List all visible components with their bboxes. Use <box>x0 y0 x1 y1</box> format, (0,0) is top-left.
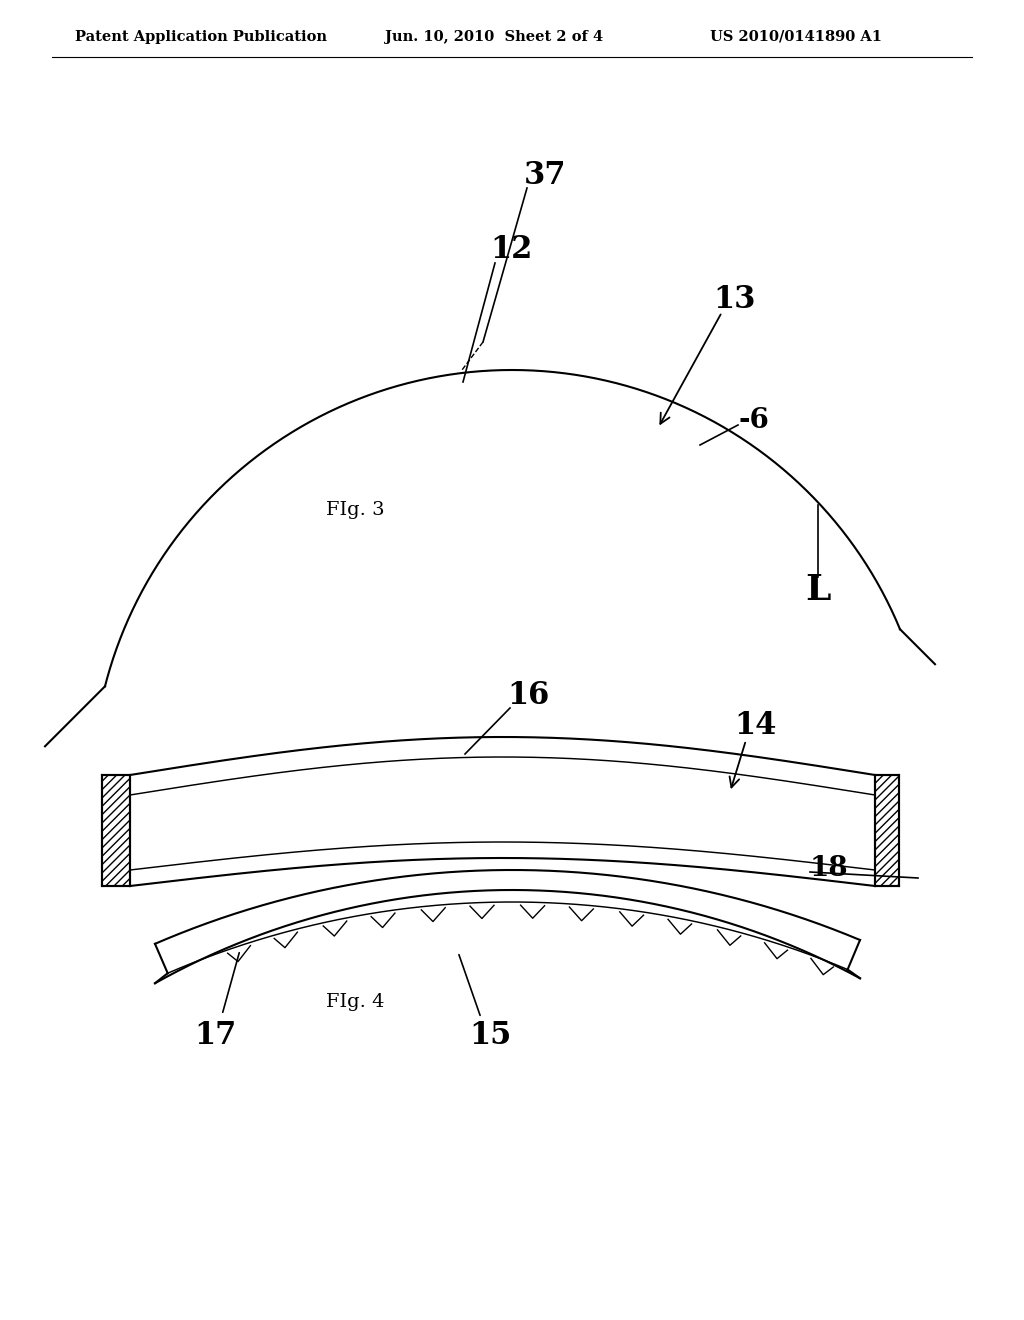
Polygon shape <box>155 870 860 973</box>
Text: 18: 18 <box>810 854 849 882</box>
Text: -6: -6 <box>738 407 769 433</box>
Text: US 2010/0141890 A1: US 2010/0141890 A1 <box>710 30 882 44</box>
Text: Jun. 10, 2010  Sheet 2 of 4: Jun. 10, 2010 Sheet 2 of 4 <box>385 30 603 44</box>
Text: Patent Application Publication: Patent Application Publication <box>75 30 327 44</box>
Text: 37: 37 <box>523 160 566 190</box>
Polygon shape <box>130 756 874 870</box>
Text: 16: 16 <box>507 680 549 710</box>
Polygon shape <box>130 737 874 795</box>
Text: 13: 13 <box>714 285 757 315</box>
Polygon shape <box>155 890 860 983</box>
Polygon shape <box>102 775 130 886</box>
Text: L: L <box>805 573 830 607</box>
Text: FIg. 4: FIg. 4 <box>326 993 384 1011</box>
Text: 15: 15 <box>469 1019 511 1051</box>
Polygon shape <box>130 842 874 886</box>
Polygon shape <box>874 775 899 886</box>
Text: 17: 17 <box>194 1019 237 1051</box>
Text: 14: 14 <box>734 710 776 741</box>
Text: 12: 12 <box>490 235 534 265</box>
Text: FIg. 3: FIg. 3 <box>326 502 384 519</box>
